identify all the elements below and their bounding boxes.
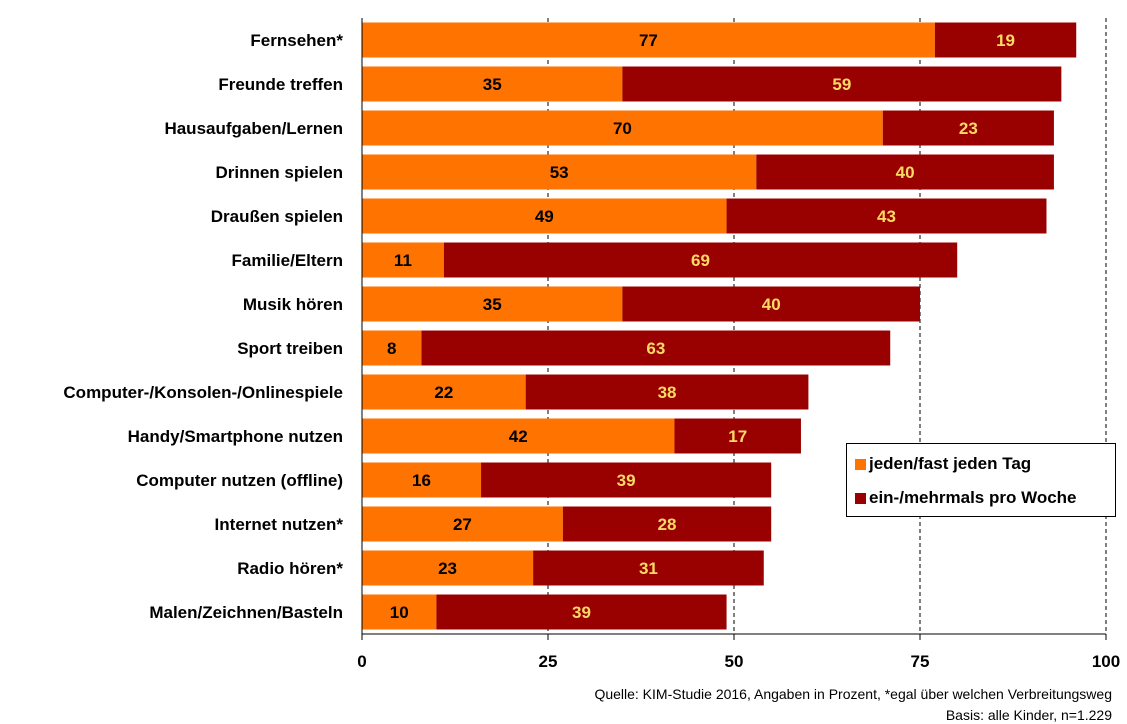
x-tick-label-50: 50 bbox=[725, 652, 744, 671]
bar-weekly-10 bbox=[481, 462, 772, 498]
value-label-daily-4: 49 bbox=[535, 207, 554, 226]
gridlines bbox=[547, 18, 1107, 634]
value-label-daily-9: 42 bbox=[509, 427, 528, 446]
bar-weekly-11 bbox=[562, 506, 772, 542]
bar-daily-7 bbox=[362, 330, 422, 366]
value-label-daily-2: 70 bbox=[613, 119, 632, 138]
category-label-7: Sport treiben bbox=[237, 339, 343, 358]
value-label-weekly-12: 31 bbox=[639, 559, 658, 578]
value-label-daily-3: 53 bbox=[550, 163, 569, 182]
value-label-daily-8: 22 bbox=[434, 383, 453, 402]
bar-daily-6 bbox=[362, 286, 623, 322]
value-label-daily-11: 27 bbox=[453, 515, 472, 534]
value-label-daily-10: 16 bbox=[412, 471, 431, 490]
value-label-weekly-11: 28 bbox=[658, 515, 677, 534]
bar-weekly-13 bbox=[436, 594, 727, 630]
bar-weekly-12 bbox=[533, 550, 764, 586]
value-label-weekly-6: 40 bbox=[762, 295, 781, 314]
value-label-weekly-13: 39 bbox=[572, 603, 591, 622]
legend-swatch-daily bbox=[855, 458, 866, 470]
category-label-13: Malen/Zeichnen/Basteln bbox=[149, 603, 343, 622]
bar-daily-1 bbox=[362, 66, 623, 102]
value-label-weekly-8: 38 bbox=[658, 383, 677, 402]
x-tick-label-0: 0 bbox=[357, 652, 366, 671]
bar-daily-13 bbox=[362, 594, 437, 630]
category-label-4: Draußen spielen bbox=[211, 207, 343, 226]
bars: 77 19 35 59 70 23 53 40 49 43 11 69 35 40 8 63 22 38 42 17 1… bbox=[362, 22, 1077, 630]
bar-weekly-0 bbox=[934, 22, 1077, 58]
value-label-daily-12: 23 bbox=[438, 559, 457, 578]
legend-item-daily: jeden/fast jeden Tag bbox=[855, 454, 1031, 474]
bar-daily-3 bbox=[362, 154, 757, 190]
bar-daily-9 bbox=[362, 418, 675, 454]
bar-weekly-2 bbox=[882, 110, 1054, 146]
category-label-2: Hausaufgaben/Lernen bbox=[164, 119, 343, 138]
bar-daily-8 bbox=[362, 374, 526, 410]
base-note: Basis: alle Kinder, n=1.229 bbox=[945, 707, 1112, 723]
bar-daily-4 bbox=[362, 198, 727, 234]
legend-item-weekly: ein-/mehrmals pro Woche bbox=[855, 488, 1077, 508]
legend-label-weekly: ein-/mehrmals pro Woche bbox=[869, 488, 1077, 507]
bar-weekly-4 bbox=[726, 198, 1047, 234]
category-label-12: Radio hören* bbox=[237, 559, 343, 578]
stacked-bar-chart: 77 19 35 59 70 23 53 40 49 43 11 69 35 40 8 63 22 38 42 17 1… bbox=[63, 18, 1120, 671]
bar-weekly-8 bbox=[525, 374, 809, 410]
value-label-weekly-5: 69 bbox=[691, 251, 710, 270]
bar-weekly-7 bbox=[421, 330, 891, 366]
bar-daily-5 bbox=[362, 242, 444, 278]
value-label-weekly-4: 43 bbox=[877, 207, 896, 226]
category-labels: Fernsehen* Freunde treffen Hausaufgaben/Le… bbox=[63, 31, 343, 622]
value-label-daily-13: 10 bbox=[390, 603, 409, 622]
source-note: Quelle: KIM-Studie 2016, Angaben in Proz… bbox=[594, 686, 1112, 702]
legend-label-daily: jeden/fast jeden Tag bbox=[869, 454, 1032, 473]
category-label-0: Fernsehen* bbox=[250, 31, 343, 50]
category-label-6: Musik hören bbox=[243, 295, 343, 314]
value-label-weekly-2: 23 bbox=[959, 119, 978, 138]
x-tick-label-75: 75 bbox=[911, 652, 930, 671]
bar-weekly-1 bbox=[622, 66, 1062, 102]
value-label-daily-7: 8 bbox=[387, 339, 396, 358]
category-label-9: Handy/Smartphone nutzen bbox=[128, 427, 343, 446]
legend-swatch-weekly bbox=[855, 492, 866, 504]
value-label-weekly-10: 39 bbox=[617, 471, 636, 490]
value-label-weekly-9: 17 bbox=[728, 427, 747, 446]
category-label-11: Internet nutzen* bbox=[215, 515, 344, 534]
category-label-8: Computer-/Konsolen-/Onlinespiele bbox=[63, 383, 343, 402]
value-label-weekly-0: 19 bbox=[996, 31, 1015, 50]
category-label-10: Computer nutzen (offline) bbox=[136, 471, 343, 490]
bar-daily-10 bbox=[362, 462, 482, 498]
legend: jeden/fast jeden Tag ein-/mehrmals pro W… bbox=[846, 443, 1116, 517]
x-axis: 0 25 50 75 100 bbox=[357, 18, 1120, 671]
value-label-daily-6: 35 bbox=[483, 295, 502, 314]
bar-daily-2 bbox=[362, 110, 883, 146]
value-label-weekly-7: 63 bbox=[646, 339, 665, 358]
value-label-daily-5: 11 bbox=[394, 251, 412, 270]
category-label-3: Drinnen spielen bbox=[215, 163, 343, 182]
value-label-weekly-1: 59 bbox=[832, 75, 851, 94]
value-label-daily-0: 77 bbox=[639, 31, 658, 50]
value-label-weekly-3: 40 bbox=[896, 163, 915, 182]
bar-daily-0 bbox=[362, 22, 935, 58]
value-label-daily-1: 35 bbox=[483, 75, 502, 94]
bar-weekly-3 bbox=[756, 154, 1054, 190]
x-tick-label-100: 100 bbox=[1092, 652, 1120, 671]
category-label-5: Familie/Eltern bbox=[232, 251, 343, 270]
bar-daily-12 bbox=[362, 550, 534, 586]
bar-weekly-9 bbox=[674, 418, 801, 454]
bar-daily-11 bbox=[362, 506, 563, 542]
bar-weekly-6 bbox=[622, 286, 920, 322]
category-label-1: Freunde treffen bbox=[218, 75, 343, 94]
bar-weekly-5 bbox=[443, 242, 958, 278]
x-tick-label-25: 25 bbox=[539, 652, 558, 671]
